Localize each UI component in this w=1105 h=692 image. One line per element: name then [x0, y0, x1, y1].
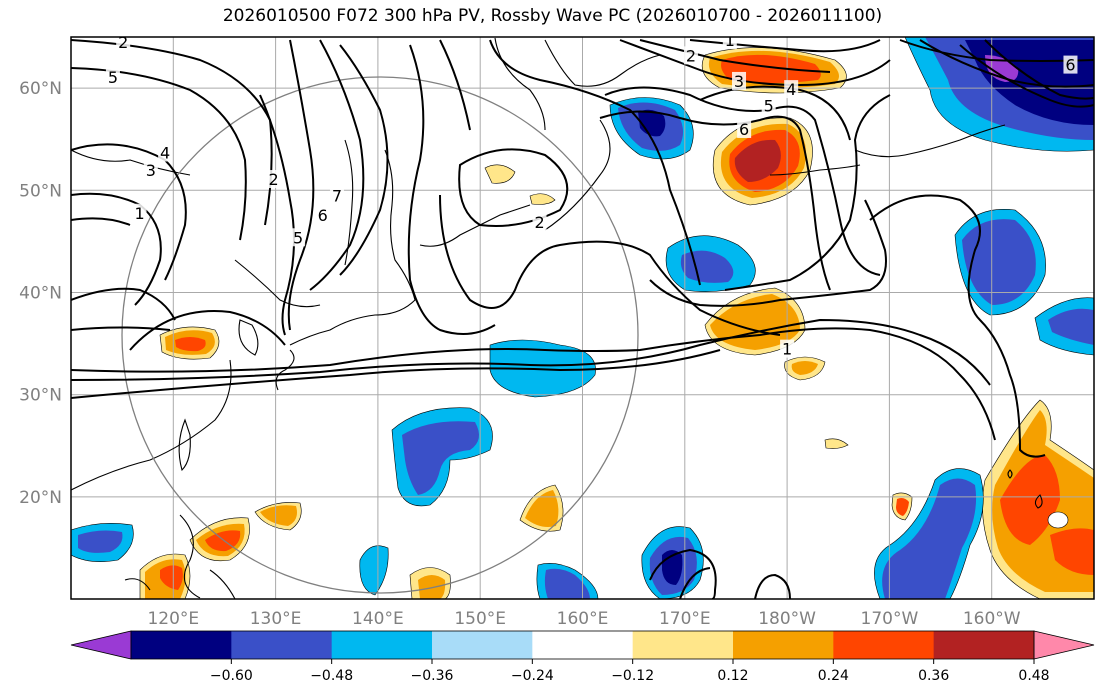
contour-label-bg — [737, 119, 752, 138]
contour-label: 2 — [534, 213, 544, 232]
colorbar-tick-label: −0.60 — [210, 668, 253, 684]
contour-label-bg — [683, 46, 698, 65]
colorbar-swatch — [331, 631, 433, 659]
contour-label: 2 — [268, 170, 278, 189]
contour-label-bg — [266, 170, 281, 189]
colorbar-outline — [130, 630, 1035, 660]
contour-label: 6 — [739, 120, 749, 139]
lon-tick-label: 120°E — [147, 609, 199, 629]
contour-label-bg — [1063, 55, 1078, 74]
contour-label: 4 — [160, 143, 170, 162]
colorbar-extend-low — [70, 630, 132, 660]
colorbar-swatch — [933, 631, 1035, 659]
lon-tick-label: 170°E — [659, 609, 711, 629]
lat-tick-label: 40°N — [19, 283, 62, 303]
lat-tick-label: 30°N — [19, 386, 62, 406]
lon-tick-label: 140°E — [352, 609, 404, 629]
contour-label: 7 — [332, 186, 342, 205]
contour-label-bg — [784, 80, 799, 99]
lon-tick-label: 160°W — [963, 609, 1021, 629]
colorbar-swatch — [432, 631, 533, 659]
colorbar-swatch — [231, 631, 333, 659]
lon-tick-label: 180°W — [758, 609, 816, 629]
pv-contours — [71, 39, 1094, 599]
colorbar-swatch — [733, 631, 834, 659]
contour-label: 3 — [146, 161, 156, 180]
map-gridlines — [71, 37, 1094, 599]
contour-label: 5 — [293, 228, 303, 247]
lon-tick-label: 160°E — [557, 609, 609, 629]
lon-tick-label: 170°W — [861, 609, 919, 629]
colorbar-swatch — [131, 631, 232, 659]
contour-label: 5 — [108, 68, 118, 87]
contour-label-bg — [143, 160, 158, 179]
contour-label: 3 — [734, 72, 744, 91]
contour-label: 1 — [134, 204, 144, 223]
map-title: 2026010500 F072 300 hPa PV, Rossby Wave … — [222, 6, 883, 26]
lat-tick-label: 60°N — [19, 79, 62, 99]
colorbar-extend-high — [1033, 630, 1095, 660]
map-frame — [70, 36, 1095, 600]
colorbar-tick-label: −0.48 — [310, 668, 353, 684]
colorbar-swatch — [833, 631, 935, 659]
lat-tick-label: 20°N — [19, 488, 62, 508]
colorbar-tick-label: 0.48 — [1018, 668, 1049, 684]
reference-circle — [121, 76, 639, 594]
contour-label-bg — [158, 143, 173, 162]
colorbar-swatch — [632, 631, 734, 659]
colorbar-tick-label: 0.24 — [818, 668, 849, 684]
contour-label: 5 — [764, 96, 774, 115]
lat-tick-label: 50°N — [19, 181, 62, 201]
lon-tick-label: 150°E — [454, 609, 506, 629]
contour-label: 2 — [686, 46, 696, 65]
contour-label-bg — [761, 96, 776, 115]
colorbar-tick-label: −0.12 — [611, 668, 654, 684]
lat-tick-labels: 60°N 50°N 40°N 30°N 20°N — [19, 79, 62, 508]
colorbar-tick-label: −0.36 — [411, 668, 454, 684]
colorbar-swatch — [532, 631, 634, 659]
contour-label: 1 — [782, 340, 792, 359]
colorbar-tick-label: −0.24 — [511, 668, 554, 684]
contour-label-bg — [132, 203, 147, 222]
colorbar: −0.60 −0.48 −0.36 −0.24 −0.12 0.12 0.24 0.36 0.4… — [70, 630, 1095, 684]
lon-tick-labels: 120°E 130°E 140°E 150°E 160°E 170°E 180°W 170°W… — [147, 609, 1020, 629]
contour-label: 6 — [1065, 56, 1075, 75]
contour-label: 6 — [318, 206, 328, 225]
contour-label: 4 — [786, 80, 796, 99]
contour-label-bg — [722, 37, 737, 50]
pv-anomaly-shading — [71, 37, 1094, 599]
contour-label-bg — [532, 212, 547, 231]
contour-label: 2 — [118, 33, 128, 52]
contour-label-bg — [329, 186, 344, 205]
contour-label-bg — [105, 67, 120, 86]
contour-label-bg — [116, 37, 131, 52]
contour-label-bg — [315, 205, 330, 224]
contour-label-bg — [732, 71, 747, 90]
contour-label-bg — [780, 339, 795, 358]
contour-label-bg — [291, 228, 306, 247]
contour-label: 1 — [725, 31, 735, 50]
lon-tick-label: 130°E — [250, 609, 302, 629]
colorbar-tick-label: 0.36 — [918, 668, 949, 684]
colorbar-tick-label: 0.12 — [717, 668, 748, 684]
